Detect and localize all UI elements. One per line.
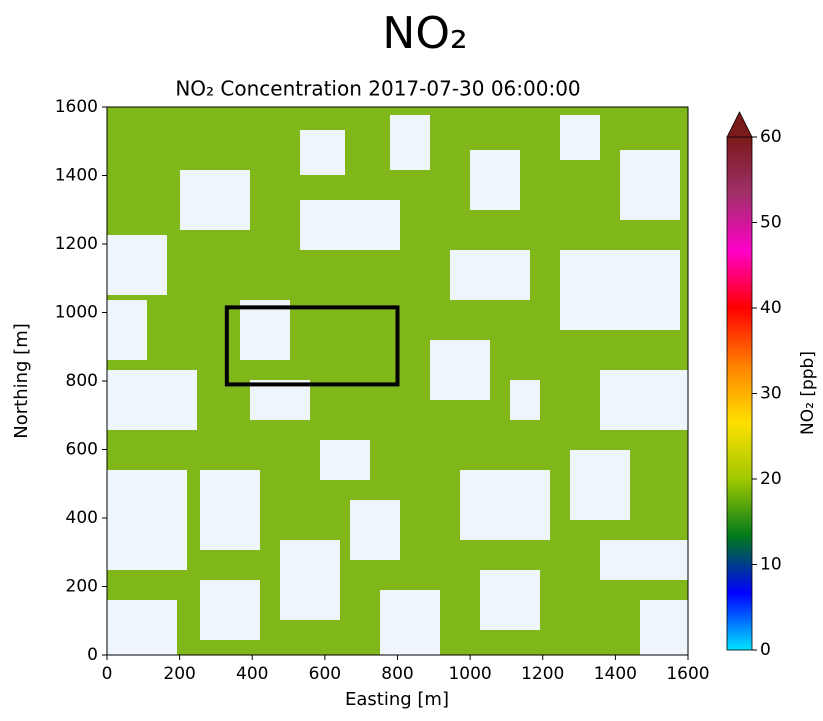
x-tick-label: 1200 <box>521 664 564 684</box>
y-axis-label: Northing [m] <box>11 323 32 438</box>
y-tick-label: 400 <box>66 508 98 528</box>
x-tick-label: 1600 <box>666 664 709 684</box>
x-tick-label: 600 <box>309 664 341 684</box>
x-axis-label: Easting [m] <box>345 689 449 710</box>
y-tick-label: 800 <box>66 371 98 391</box>
chart-title: NO₂ <box>382 8 467 59</box>
highlight-box <box>224 305 400 387</box>
y-tick-label: 1400 <box>55 166 98 186</box>
colorbar-tick-label: 40 <box>760 298 782 318</box>
colorbar-extend <box>726 111 753 138</box>
colorbar-tick-label: 60 <box>760 127 782 147</box>
x-tick-label: 400 <box>236 664 268 684</box>
y-tick-label: 0 <box>87 645 98 665</box>
y-tick-label: 600 <box>66 440 98 460</box>
y-tick-label: 1000 <box>55 303 98 323</box>
colorbar <box>726 136 753 651</box>
chart-subtitle: NO₂ Concentration 2017-07-30 06:00:00 <box>175 77 580 101</box>
colorbar-tick-label: 0 <box>760 640 771 660</box>
y-tick-label: 200 <box>66 577 98 597</box>
colorbar-tick-label: 30 <box>760 384 782 404</box>
y-tick-label: 1600 <box>55 97 98 117</box>
colorbar-tick-label: 10 <box>760 555 782 575</box>
colorbar-tick-label: 50 <box>760 213 782 233</box>
colorbar-label: NO₂ [ppb] <box>798 351 818 435</box>
colorbar-tick-label: 20 <box>760 469 782 489</box>
x-tick-label: 0 <box>102 664 113 684</box>
x-tick-label: 1400 <box>594 664 637 684</box>
y-tick-label: 1200 <box>55 234 98 254</box>
x-tick-label: 1000 <box>448 664 491 684</box>
buildings <box>107 115 688 655</box>
x-tick-label: 200 <box>163 664 195 684</box>
x-tick-label: 800 <box>381 664 413 684</box>
